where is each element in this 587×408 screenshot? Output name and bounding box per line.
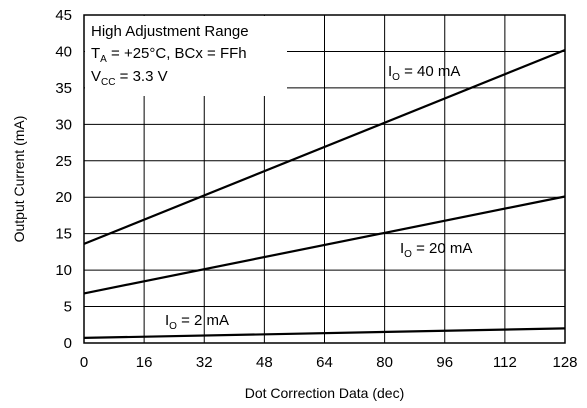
y-tick-label-1: 5 xyxy=(64,299,72,316)
series-label-1: IO = 20 mA xyxy=(400,240,472,260)
series-line-2 xyxy=(83,327,566,339)
x-axis-label: Dot Correction Data (dec) xyxy=(245,385,405,401)
annotation-line-1: TA = +25°C, BCx = FFh xyxy=(91,45,247,65)
x-tick-label-0: 0 xyxy=(80,354,88,371)
x-tick-label-1: 16 xyxy=(136,354,153,371)
x-tick-label-3: 48 xyxy=(256,354,273,371)
annotation-line-2: VCC = 3.3 V xyxy=(91,68,168,88)
annotation: High Adjustment Range TA = +25°C, BCx = F… xyxy=(91,23,249,88)
y-tick-labels: 0 5 10 15 20 25 30 35 40 45 xyxy=(55,7,72,352)
y-tick-label-3: 15 xyxy=(55,226,72,243)
x-tick-label-8: 128 xyxy=(552,354,577,371)
x-tick-label-4: 64 xyxy=(316,354,333,371)
y-tick-label-9: 45 xyxy=(55,7,72,24)
y-tick-label-0: 0 xyxy=(64,335,72,352)
x-tick-label-6: 96 xyxy=(436,354,453,371)
x-tick-labels: 0 16 32 48 64 80 96 112 128 xyxy=(80,354,578,371)
y-tick-label-7: 35 xyxy=(55,80,72,97)
y-tick-label-8: 40 xyxy=(55,43,72,60)
series-label-2: IO = 2 mA xyxy=(165,312,229,332)
x-tick-label-2: 32 xyxy=(196,354,213,371)
series-labels: IO = 40 mA IO = 20 mA IO = 2 mA xyxy=(165,63,472,332)
annotation-line-0: High Adjustment Range xyxy=(91,23,249,40)
y-tick-label-2: 10 xyxy=(55,262,72,279)
y-tick-label-4: 20 xyxy=(55,189,72,206)
series-label-0: IO = 40 mA xyxy=(388,63,460,83)
y-tick-label-5: 25 xyxy=(55,153,72,170)
series-line-0 xyxy=(83,48,566,245)
plot-frame xyxy=(83,14,566,344)
y-tick-label-6: 30 xyxy=(55,116,72,133)
series-line-1 xyxy=(83,195,566,295)
series-group xyxy=(83,48,566,339)
x-tick-label-5: 80 xyxy=(376,354,393,371)
x-tick-label-7: 112 xyxy=(493,354,517,371)
y-axis-label: Output Current (mA) xyxy=(11,116,27,243)
grid xyxy=(84,15,565,343)
annotation-box xyxy=(85,16,287,96)
